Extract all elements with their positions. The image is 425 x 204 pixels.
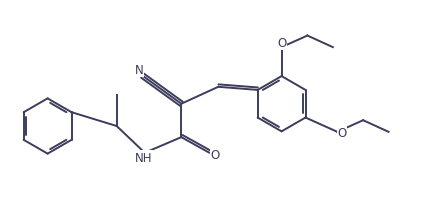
Text: NH: NH: [135, 151, 152, 164]
Text: O: O: [337, 126, 346, 140]
Text: O: O: [277, 37, 286, 50]
Text: O: O: [210, 149, 219, 162]
Text: N: N: [135, 64, 144, 77]
